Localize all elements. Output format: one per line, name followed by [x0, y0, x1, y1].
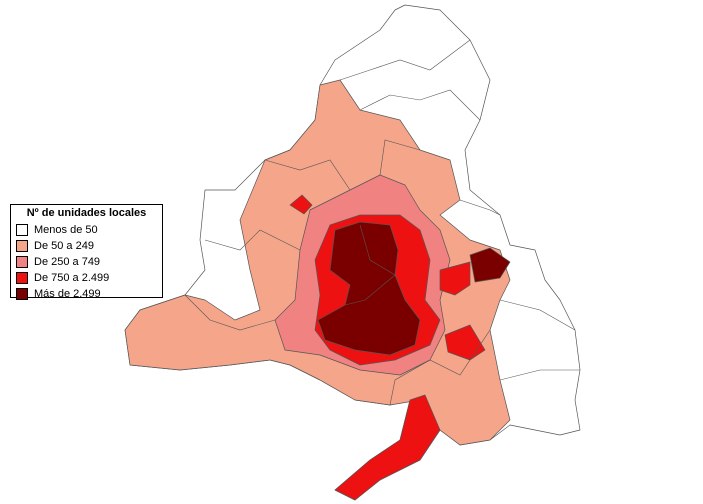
legend-item: De 250 a 749	[11, 254, 162, 270]
municipal-border	[499, 369, 580, 381]
legend: Nº de unidades locales Menos de 50 De 50 …	[10, 204, 163, 300]
legend-swatch	[16, 288, 28, 300]
municipal-border	[359, 89, 481, 121]
legend-label: De 750 a 2.499	[34, 272, 110, 284]
legend-item: De 750 a 2.499	[11, 270, 162, 286]
area-more-2499	[317, 221, 421, 356]
legend-swatch	[16, 256, 28, 268]
municipal-border	[459, 199, 501, 216]
municipal-border	[184, 294, 276, 331]
area-se-red	[444, 324, 486, 361]
legend-swatch	[16, 224, 28, 236]
municipal-border	[264, 159, 351, 191]
legend-label: De 250 a 749	[34, 256, 101, 268]
area-south-red	[334, 394, 441, 501]
area-nw-red	[289, 194, 313, 215]
municipal-border	[339, 39, 471, 81]
municipal-border	[389, 329, 491, 406]
legend-item: De 50 a 249	[11, 238, 162, 254]
area-east-dark	[469, 247, 511, 283]
legend-title: Nº de unidades locales	[26, 207, 147, 219]
legend-label: Menos de 50	[34, 224, 98, 236]
municipal-border	[344, 224, 396, 306]
area-east-red	[439, 261, 471, 296]
municipal-border	[204, 229, 301, 251]
legend-label: De 50 a 249	[34, 240, 94, 252]
legend-item: Más de 2.499	[11, 286, 162, 302]
legend-label: Más de 2.499	[34, 288, 101, 300]
municipal-border	[499, 299, 576, 331]
legend-item: Menos de 50	[11, 222, 162, 238]
legend-swatch	[16, 272, 28, 284]
municipal-border	[379, 139, 421, 176]
legend-swatch	[16, 240, 28, 252]
